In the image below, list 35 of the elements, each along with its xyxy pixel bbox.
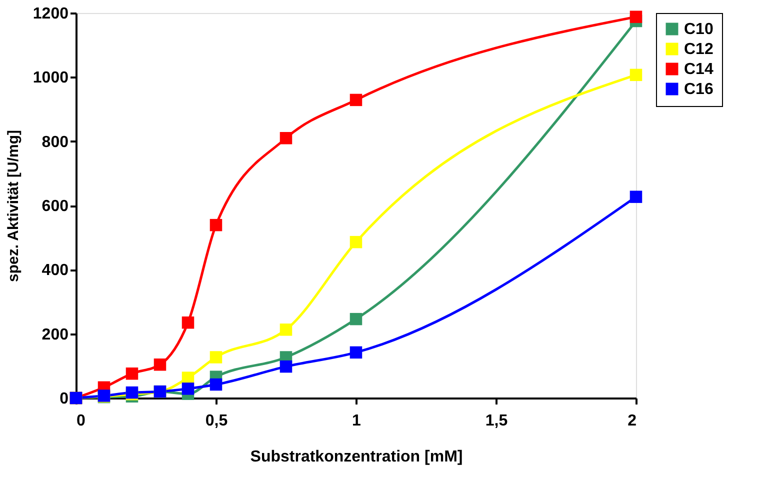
- x-tick-label: 0: [76, 412, 86, 430]
- y-tick-label: 200: [42, 326, 69, 344]
- point: [154, 358, 166, 371]
- x-tick-label: 1,5: [485, 412, 508, 430]
- point: [350, 236, 362, 248]
- y-tick-label: 1200: [32, 6, 69, 22]
- point: [280, 132, 292, 144]
- x-tick-label: 1: [352, 412, 362, 430]
- point: [630, 68, 642, 82]
- legend-label: C16: [684, 81, 714, 98]
- point: [126, 367, 138, 380]
- y-tick-label: 400: [42, 262, 69, 280]
- y-tick-label: 600: [42, 198, 69, 215]
- point: [280, 324, 292, 336]
- point: [182, 316, 194, 329]
- point: [182, 382, 194, 395]
- legend-label: C14: [684, 61, 714, 78]
- point: [210, 351, 222, 364]
- x-tick-label: 0,5: [205, 412, 228, 430]
- point: [350, 346, 362, 359]
- point: [210, 378, 222, 391]
- x-axis-title: Substratkonzentration [mM]: [250, 448, 463, 466]
- legend-label: C12: [684, 41, 714, 58]
- point: [630, 190, 642, 203]
- y-tick-label: 1000: [32, 70, 69, 87]
- point: [210, 218, 222, 232]
- point: [350, 312, 362, 326]
- point: [630, 10, 642, 23]
- point: [350, 94, 362, 106]
- legend-label: C10: [684, 21, 714, 38]
- point: [280, 360, 292, 373]
- y-tick-label: 800: [42, 134, 69, 151]
- y-tick-label: 0: [60, 390, 69, 408]
- x-tick-label: 2: [628, 412, 637, 430]
- y-axis-title: spez. Aktivität [U/mg]: [4, 130, 22, 282]
